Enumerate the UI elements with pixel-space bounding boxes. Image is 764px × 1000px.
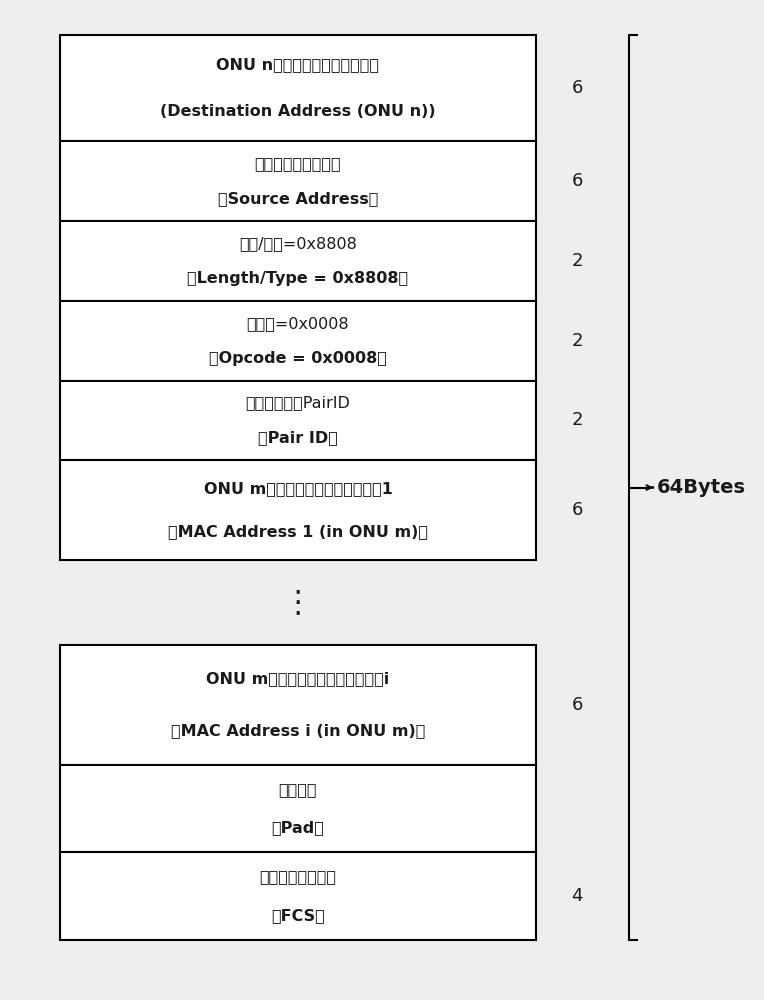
Text: (Destination Address (ONU n)): (Destination Address (ONU n)) bbox=[160, 104, 435, 119]
Text: 源媒质接入控制地址: 源媒质接入控制地址 bbox=[254, 156, 342, 171]
Bar bbox=[60, 645, 536, 765]
Text: 4: 4 bbox=[571, 887, 583, 905]
Text: ONU n的目的媒质接入控制地址: ONU n的目的媒质接入控制地址 bbox=[216, 57, 380, 72]
Text: 配对关系标识PairID: 配对关系标识PairID bbox=[245, 395, 351, 410]
Bar bbox=[60, 221, 536, 301]
Text: 64Bytes: 64Bytes bbox=[657, 478, 746, 497]
Bar bbox=[60, 852, 536, 940]
Text: 6: 6 bbox=[571, 696, 583, 714]
Text: 6: 6 bbox=[571, 79, 583, 97]
Text: 长度/类型=0x8808: 长度/类型=0x8808 bbox=[239, 236, 357, 251]
Text: （Opcode = 0x0008）: （Opcode = 0x0008） bbox=[209, 351, 387, 366]
Text: （Pair ID）: （Pair ID） bbox=[258, 430, 338, 445]
Bar bbox=[60, 301, 536, 381]
Text: （Source Address）: （Source Address） bbox=[218, 191, 378, 206]
Text: 前向纠错序列字段: 前向纠错序列字段 bbox=[260, 869, 336, 884]
Text: （MAC Address i (in ONU m)）: （MAC Address i (in ONU m)） bbox=[171, 724, 425, 739]
Bar bbox=[60, 381, 536, 460]
Text: 2: 2 bbox=[571, 252, 583, 270]
Text: （FCS）: （FCS） bbox=[271, 908, 325, 923]
Text: 2: 2 bbox=[571, 332, 583, 350]
Text: ONU m中的目的媒质接入控制地址1: ONU m中的目的媒质接入控制地址1 bbox=[203, 481, 393, 496]
Bar bbox=[60, 765, 536, 852]
Text: 6: 6 bbox=[571, 501, 583, 519]
Bar bbox=[60, 141, 536, 221]
Bar bbox=[60, 35, 536, 141]
Text: 6: 6 bbox=[571, 172, 583, 190]
Text: （Length/Type = 0x8808）: （Length/Type = 0x8808） bbox=[187, 271, 409, 286]
Text: ONU m中的目的媒质接入控制地址i: ONU m中的目的媒质接入控制地址i bbox=[206, 671, 390, 686]
Text: 2: 2 bbox=[571, 411, 583, 429]
Text: （MAC Address 1 (in ONU m)）: （MAC Address 1 (in ONU m)） bbox=[168, 525, 428, 540]
Text: 填充字段: 填充字段 bbox=[279, 782, 317, 797]
Text: （Pad）: （Pad） bbox=[271, 820, 325, 835]
Bar bbox=[60, 460, 536, 560]
Text: ⋮: ⋮ bbox=[283, 588, 313, 617]
Text: 操作码=0x0008: 操作码=0x0008 bbox=[247, 316, 349, 331]
